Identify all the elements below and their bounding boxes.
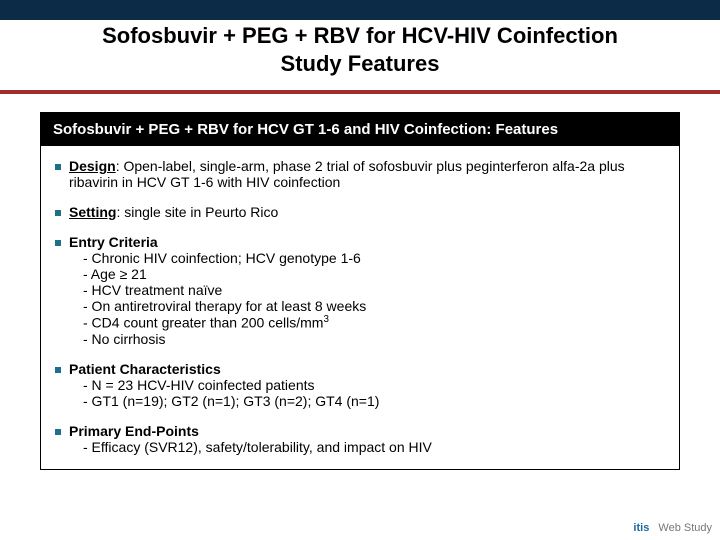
feature-item: Design: Open-label, single-arm, phase 2 … <box>55 158 665 190</box>
feature-label: Entry Criteria <box>69 234 158 250</box>
panel-header: Sofosbuvir + PEG + RBV for HCV GT 1-6 an… <box>41 113 679 146</box>
feature-subitem: - GT1 (n=19); GT2 (n=1); GT3 (n=2); GT4 … <box>83 393 665 409</box>
footer-study: Web Study <box>658 522 712 534</box>
bullet-icon <box>55 240 61 246</box>
title-line1: Sofosbuvir + PEG + RBV for HCV-HIV Coinf… <box>102 23 618 48</box>
feature-subitem: - HCV treatment naïve <box>83 282 665 298</box>
footer-itis: itis <box>633 522 649 534</box>
bullet-icon <box>55 367 61 373</box>
feature-subitem: - On antiretroviral therapy for at least… <box>83 298 665 314</box>
feature-subitem: - N = 23 HCV-HIV coinfected patients <box>83 377 665 393</box>
top-band <box>0 0 720 20</box>
feature-subitem: - Chronic HIV coinfection; HCV genotype … <box>83 250 665 266</box>
feature-subitem: - CD4 count greater than 200 cells/mm3 <box>83 314 665 331</box>
feature-item: Primary End-Points- Efficacy (SVR12), sa… <box>55 423 665 455</box>
bullet-icon <box>55 164 61 170</box>
feature-subitem: - No cirrhosis <box>83 331 665 347</box>
footer-right: itis Web Study <box>633 522 712 534</box>
feature-line: Setting: single site in Peurto Rico <box>69 204 665 220</box>
feature-sublist: - Chronic HIV coinfection; HCV genotype … <box>69 250 665 347</box>
feature-label: Primary End-Points <box>69 423 199 439</box>
bullet-icon <box>55 210 61 216</box>
feature-subitem: - Age ≥ 21 <box>83 266 665 282</box>
feature-label: Design <box>69 158 116 174</box>
feature-item: Setting: single site in Peurto Rico <box>55 204 665 220</box>
feature-label: Setting <box>69 204 116 220</box>
divider-line <box>0 90 720 94</box>
slide: Sofosbuvir + PEG + RBV for HCV-HIV Coinf… <box>0 0 720 540</box>
feature-sublist: - N = 23 HCV-HIV coinfected patients- GT… <box>69 377 665 409</box>
feature-label: Patient Characteristics <box>69 361 221 377</box>
feature-item: Patient Characteristics- N = 23 HCV-HIV … <box>55 361 665 409</box>
feature-subitem: - Efficacy (SVR12), safety/tolerability,… <box>83 439 665 455</box>
feature-line: Design: Open-label, single-arm, phase 2 … <box>69 158 665 190</box>
feature-line: Entry Criteria <box>69 234 665 250</box>
feature-item: Entry Criteria- Chronic HIV coinfection;… <box>55 234 665 347</box>
feature-line: Patient Characteristics <box>69 361 665 377</box>
feature-text: : Open-label, single-arm, phase 2 trial … <box>69 158 625 190</box>
slide-title: Sofosbuvir + PEG + RBV for HCV-HIV Coinf… <box>0 22 720 77</box>
bullet-icon <box>55 429 61 435</box>
features-panel: Sofosbuvir + PEG + RBV for HCV GT 1-6 an… <box>40 112 680 470</box>
feature-sublist: - Efficacy (SVR12), safety/tolerability,… <box>69 439 665 455</box>
title-line2: Study Features <box>281 51 440 76</box>
feature-text: : single site in Peurto Rico <box>116 204 278 220</box>
feature-line: Primary End-Points <box>69 423 665 439</box>
panel-body: Design: Open-label, single-arm, phase 2 … <box>41 146 679 469</box>
